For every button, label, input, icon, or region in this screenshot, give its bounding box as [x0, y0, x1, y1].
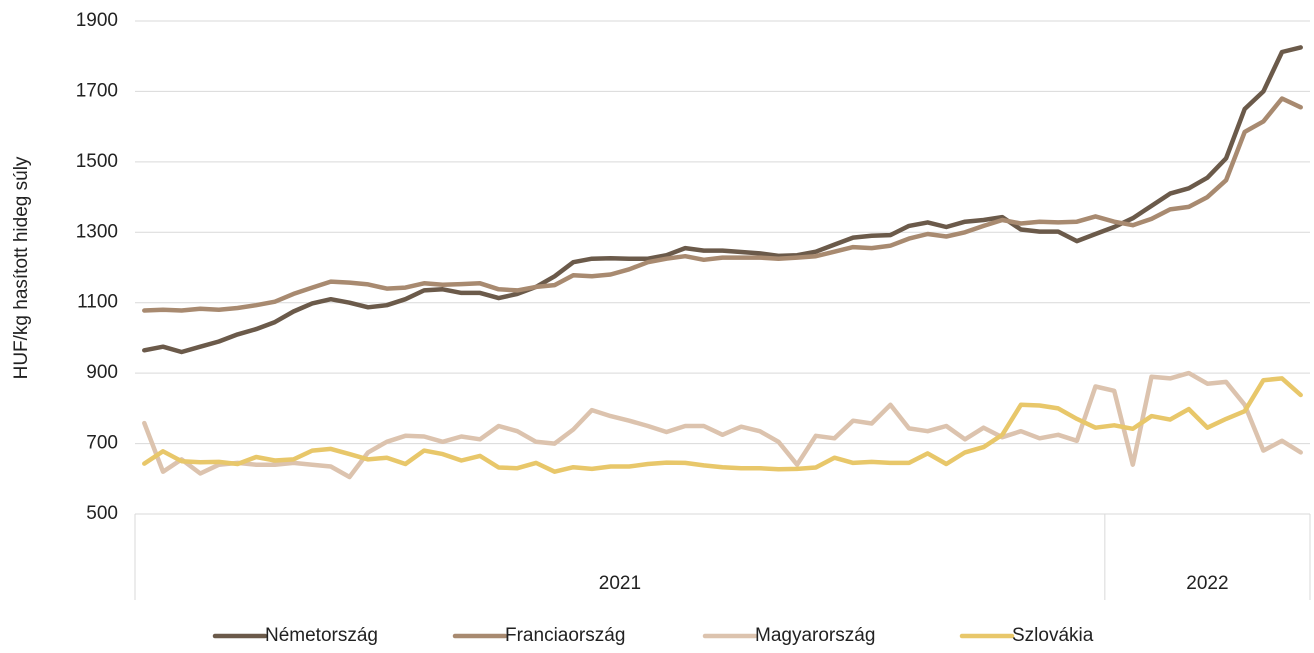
- y-tick-label: 1700: [76, 80, 118, 101]
- y-axis-label: HUF/kg hasított hideg súly: [11, 156, 32, 379]
- series-line: [142, 370, 1303, 480]
- legend-label: Németország: [265, 625, 378, 646]
- series-line: [142, 376, 1303, 474]
- series-line: [142, 96, 1303, 313]
- y-tick-label: 1500: [76, 151, 118, 172]
- y-tick-label: 500: [86, 503, 118, 524]
- x-group-label: 2021: [599, 573, 641, 594]
- y-tick-label: 700: [86, 433, 118, 454]
- x-group-label: 2022: [1186, 573, 1228, 594]
- y-tick-label: 1900: [76, 10, 118, 31]
- legend-label: Szlovákia: [1012, 625, 1094, 646]
- legend-label: Magyarország: [755, 625, 875, 646]
- y-tick-label: 1300: [76, 221, 118, 242]
- legend-label: Franciaország: [505, 625, 625, 646]
- y-tick-label: 900: [86, 362, 118, 383]
- y-tick-label: 1100: [77, 292, 118, 313]
- series-line: [142, 45, 1303, 355]
